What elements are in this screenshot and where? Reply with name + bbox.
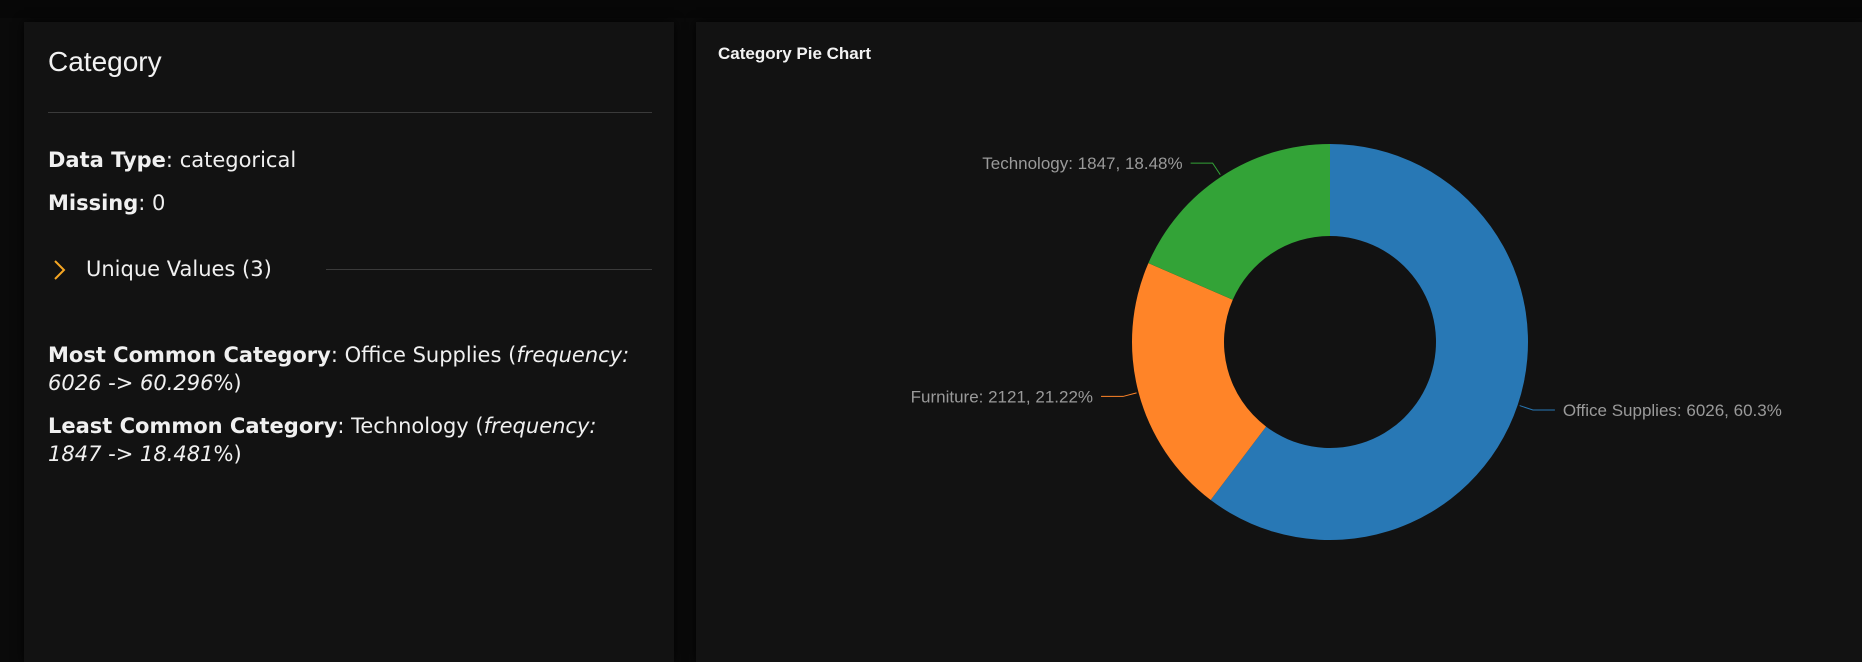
chart-title: Category Pie Chart [718, 44, 872, 63]
colon: : [330, 343, 338, 367]
unique-values-label: Unique Values (3) [86, 257, 272, 281]
most-common-label: Most Common Category [48, 343, 331, 367]
slice-label: Office Supplies: 6026, 60.3% [1563, 401, 1782, 420]
least-common-frequency-prefix: frequency: 1847 [48, 414, 597, 466]
unique-values-toggle[interactable]: Unique Values (3) [48, 254, 652, 284]
donut-chart: Office Supplies: 6026, 60.3% Furniture: 2… [911, 143, 1782, 540]
close-paren: ) [233, 371, 242, 395]
data-type-line: Data Type: categorical [48, 146, 296, 174]
missing-line: Missing: 0 [48, 189, 165, 217]
divider [48, 112, 652, 113]
least-common-value: Technology [351, 414, 469, 438]
panel-title: Category [48, 46, 162, 77]
label-leader-line [1519, 405, 1555, 411]
percent-sign: % [213, 442, 234, 466]
percent-sign: % [213, 371, 234, 395]
slice-label: Furniture: 2121, 21.22% [911, 387, 1093, 406]
open-paren: ( [475, 414, 484, 438]
least-common-category: Least Common Category: Technology (frequ… [48, 412, 648, 468]
most-common-frequency-prefix: frequency: [516, 343, 630, 367]
data-type-label: Data Type [48, 148, 166, 172]
pie-slice-technology[interactable] [1148, 143, 1330, 300]
label-leader-line [1101, 392, 1137, 397]
pie-slice-office-supplies[interactable] [1210, 144, 1528, 540]
close-paren: ) [233, 442, 242, 466]
colon: : [138, 191, 146, 215]
least-common-frequency: -> 18.481 [108, 442, 214, 466]
label-leader-line [1190, 162, 1221, 176]
least-common-label: Least Common Category [48, 414, 338, 438]
most-common-category: Most Common Category: Office Supplies (f… [48, 341, 648, 397]
most-common-frequency: 6026 -> 60.296 [48, 371, 214, 395]
pie-chart-panel: Office Supplies: 6026, 60.3% Furniture: 2… [696, 22, 1862, 662]
top-bar [0, 0, 1862, 18]
colon: : [165, 148, 173, 172]
data-type-value: categorical [179, 148, 297, 172]
missing-value: 0 [152, 191, 166, 215]
slice-label: Technology: 1847, 18.48% [982, 154, 1182, 173]
category-stats-panel: Category Data Type: categorical Missing:… [24, 22, 674, 662]
colon: : [337, 414, 345, 438]
missing-label: Missing [48, 191, 139, 215]
pie-slice-furniture[interactable] [1132, 263, 1267, 500]
chevron-right-icon [54, 260, 66, 280]
divider [326, 269, 652, 270]
open-paren: ( [508, 343, 517, 367]
most-common-value: Office Supplies [344, 343, 502, 367]
